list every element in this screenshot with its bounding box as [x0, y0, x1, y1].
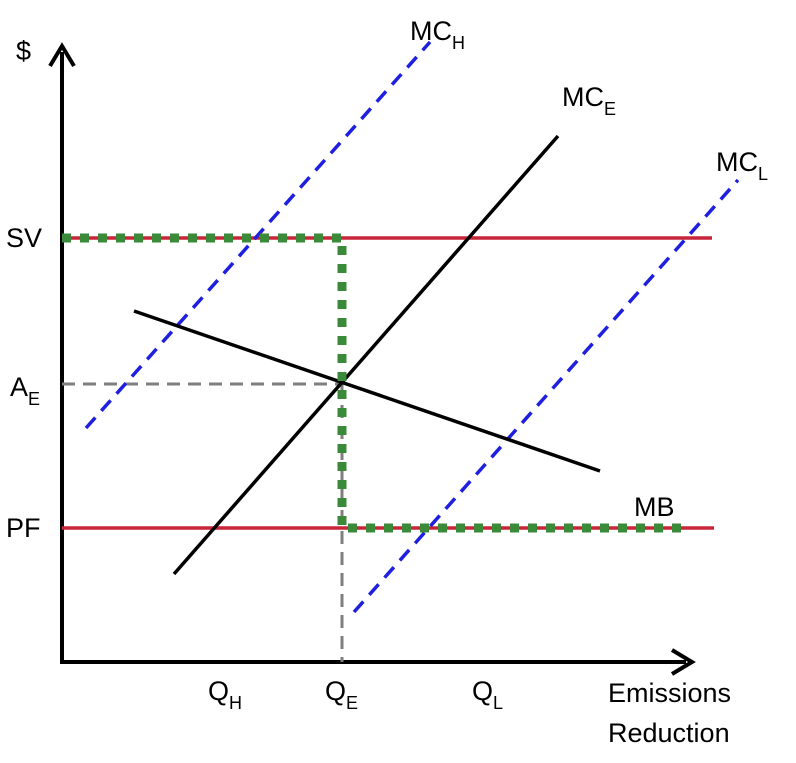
curve-label-mcl: MCL	[716, 147, 768, 184]
policy-path	[62, 233, 684, 533]
y-axis-label: $	[16, 36, 31, 66]
x-axis-label: Emissions Reduction	[608, 678, 739, 748]
mb-line	[133, 309, 601, 473]
x-axis-label-line1: Emissions	[608, 678, 731, 708]
x-axis-arrowhead	[670, 648, 696, 676]
y-tick-sv: SV	[6, 223, 42, 253]
x-tick-qe: QE	[325, 676, 358, 713]
curve-label-mb: MB	[634, 492, 675, 522]
y-tick-pf: PF	[6, 513, 41, 543]
mc-high-line	[84, 40, 432, 430]
curve-label-mch: MCH	[410, 16, 465, 53]
x-tick-ql: QL	[472, 676, 503, 713]
x-axis-label-line2: Reduction	[608, 718, 730, 748]
curve-label-mce: MCE	[562, 82, 616, 119]
mc-expected-line	[172, 134, 560, 576]
x-tick-qh: QH	[208, 676, 242, 713]
mc-low-line	[352, 178, 740, 614]
y-axis-arrowhead	[48, 42, 76, 68]
y-tick-ae: AE	[10, 372, 40, 409]
